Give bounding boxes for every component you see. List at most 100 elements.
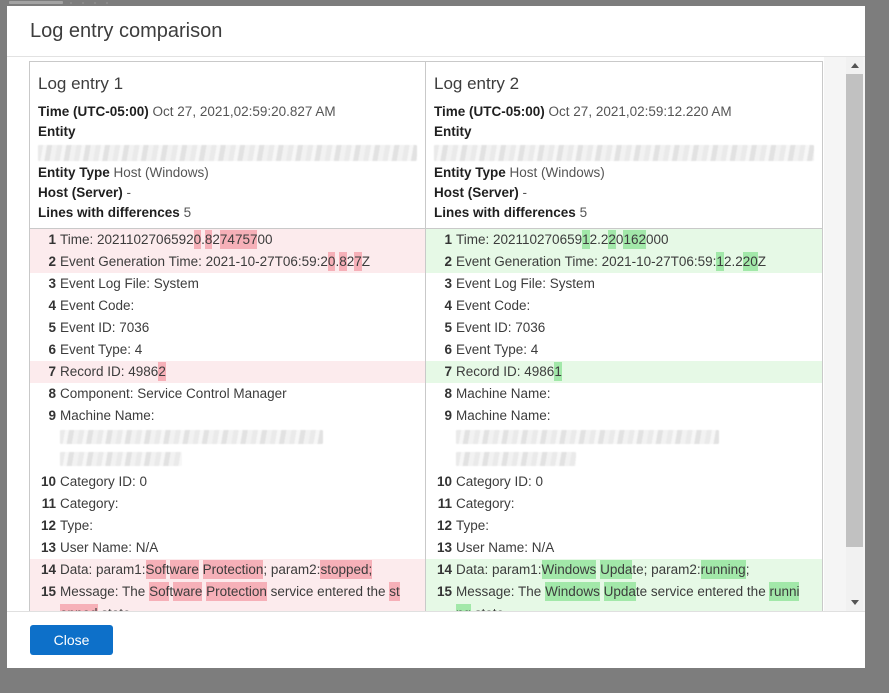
line-text: Type: bbox=[60, 518, 94, 533]
line-text: Machine Name: bbox=[456, 405, 822, 471]
line-number: 2 bbox=[444, 254, 452, 269]
log-line-12: 12 Type: bbox=[426, 515, 822, 537]
log-line-11: 11 Category: bbox=[30, 493, 425, 515]
line-text: Event Generation Time: 2021-10-27T06:59:… bbox=[60, 252, 370, 271]
log-line-6: 6 Event Type: 4 bbox=[426, 339, 822, 361]
redacted-text bbox=[456, 452, 576, 466]
log-line-7: 7 Record ID: 49862 bbox=[30, 361, 425, 383]
log-entry-2-lines: 1 Time: 20211027065912.220162000 2 Event Ge… bbox=[426, 229, 822, 611]
redacted-entity-name bbox=[38, 145, 417, 161]
line-text: Event Type: 4 bbox=[60, 342, 143, 357]
close-button[interactable]: Close bbox=[30, 625, 113, 655]
line-number: 7 bbox=[48, 364, 56, 379]
line-number: 9 bbox=[444, 408, 452, 423]
scroll-up-button[interactable] bbox=[846, 57, 863, 74]
time-line: Time (UTC-05:00) Oct 27, 2021,02:59:12.2… bbox=[434, 104, 732, 119]
redacted-text bbox=[456, 430, 719, 444]
line-number: 1 bbox=[444, 232, 452, 247]
panel-title: Log entry 2 bbox=[434, 74, 520, 93]
panel-title: Log entry 1 bbox=[38, 74, 124, 93]
line-number: 12 bbox=[436, 518, 452, 533]
line-number: 4 bbox=[48, 298, 56, 313]
log-line-9: 9 Machine Name: bbox=[30, 405, 425, 471]
log-line-1: 1 Time: 20211027065920.827475700 bbox=[30, 229, 425, 251]
vertical-scrollbar[interactable] bbox=[846, 57, 863, 611]
line-text: Time: 20211027065912.220162000 bbox=[456, 230, 669, 249]
window-edge-artifact bbox=[9, 1, 63, 4]
line-number: 8 bbox=[444, 386, 452, 401]
line-text: Record ID: 49861 bbox=[456, 362, 562, 381]
line-text: Category ID: 0 bbox=[456, 474, 544, 489]
log-line-7: 7 Record ID: 49861 bbox=[426, 361, 822, 383]
scroll-down-button[interactable] bbox=[846, 594, 863, 611]
line-text: Category: bbox=[456, 496, 515, 511]
line-text: Category ID: 0 bbox=[60, 474, 148, 489]
log-line-10: 10 Category ID: 0 bbox=[426, 471, 822, 493]
comparison-scroll-region: Log entry 1 Time (UTC-05:00) Oct 27, 202… bbox=[7, 57, 865, 612]
line-text: Machine Name: bbox=[60, 405, 425, 471]
entity-type-line: Entity Type Host (Windows) bbox=[434, 165, 605, 180]
redacted-text bbox=[60, 452, 182, 466]
log-line-6: 6 Event Type: 4 bbox=[30, 339, 425, 361]
scroll-down-icon bbox=[850, 600, 859, 605]
line-text: Machine Name: bbox=[456, 386, 551, 401]
line-number: 11 bbox=[41, 496, 56, 511]
diff-count-line: Lines with differences 5 bbox=[38, 205, 192, 220]
dialog-footer: Close bbox=[7, 612, 865, 668]
line-text: Event ID: 7036 bbox=[60, 320, 150, 335]
log-entry-1-panel: Log entry 1 Time (UTC-05:00) Oct 27, 202… bbox=[30, 62, 426, 611]
line-number: 4 bbox=[444, 298, 452, 313]
line-number: 6 bbox=[444, 342, 452, 357]
line-number: 14 bbox=[40, 562, 56, 577]
line-text: Component: Service Control Manager bbox=[60, 386, 287, 401]
host-line: Host (Server) - bbox=[434, 185, 528, 200]
line-text: Event Generation Time: 2021-10-27T06:59:… bbox=[456, 252, 766, 271]
log-entry-1-lines: 1 Time: 20211027065920.827475700 2 Event Ge… bbox=[30, 229, 425, 611]
log-entry-2-header: Log entry 2 Time (UTC-05:00) Oct 27, 202… bbox=[426, 62, 822, 229]
log-line-2: 2 Event Generation Time: 2021-10-27T06:59… bbox=[30, 251, 425, 273]
redacted-text bbox=[60, 430, 323, 444]
line-number: 10 bbox=[436, 474, 452, 489]
scrollbar-thumb[interactable] bbox=[846, 74, 863, 547]
log-line-5: 5 Event ID: 7036 bbox=[426, 317, 822, 339]
line-number: 9 bbox=[48, 408, 56, 423]
line-number: 13 bbox=[40, 540, 56, 555]
log-line-4: 4 Event Code: bbox=[426, 295, 822, 317]
line-text: Message: The Software Protection service… bbox=[60, 581, 425, 611]
log-line-2: 2 Event Generation Time: 2021-10-27T06:59… bbox=[426, 251, 822, 273]
line-text: Event Code: bbox=[456, 298, 531, 313]
line-number: 5 bbox=[444, 320, 452, 335]
line-text: Data: param1:Software Protection; param2… bbox=[60, 560, 373, 579]
line-number: 10 bbox=[40, 474, 56, 489]
log-line-4: 4 Event Code: bbox=[30, 295, 425, 317]
log-line-11: 11 Category: bbox=[426, 493, 822, 515]
line-number: 7 bbox=[444, 364, 452, 379]
line-text: Event Log File: System bbox=[60, 276, 199, 291]
window-edge-ticks bbox=[70, 2, 110, 4]
line-number: 2 bbox=[48, 254, 56, 269]
line-number: 6 bbox=[48, 342, 56, 357]
log-entry-2-panel: Log entry 2 Time (UTC-05:00) Oct 27, 202… bbox=[426, 62, 822, 611]
log-line-14: 14 Data: param1:Software Protection; para… bbox=[30, 559, 425, 581]
log-line-14: 14 Data: param1:Windows Update; param2:ru… bbox=[426, 559, 822, 581]
log-line-8: 8 Component: Service Control Manager bbox=[30, 383, 425, 405]
line-number: 3 bbox=[444, 276, 452, 291]
line-number: 13 bbox=[436, 540, 452, 555]
line-text: User Name: N/A bbox=[456, 540, 555, 555]
log-line-15: 15 Message: The Windows Update service en… bbox=[426, 581, 822, 611]
log-comparison-dialog: Log entry comparison Log entry 1 Time (U… bbox=[7, 6, 865, 668]
log-line-13: 13 User Name: N/A bbox=[426, 537, 822, 559]
scroll-up-icon bbox=[850, 63, 859, 68]
line-number: 3 bbox=[48, 276, 56, 291]
line-text: Event Code: bbox=[60, 298, 135, 313]
dialog-header: Log entry comparison bbox=[7, 6, 865, 57]
line-text: Event ID: 7036 bbox=[456, 320, 546, 335]
log-line-1: 1 Time: 20211027065912.220162000 bbox=[426, 229, 822, 251]
line-number: 8 bbox=[48, 386, 56, 401]
entity-type-line: Entity Type Host (Windows) bbox=[38, 165, 209, 180]
log-line-10: 10 Category ID: 0 bbox=[30, 471, 425, 493]
line-number: 15 bbox=[40, 584, 56, 599]
host-line: Host (Server) - bbox=[38, 185, 132, 200]
log-line-15: 15 Message: The Software Protection servi… bbox=[30, 581, 425, 611]
line-text: Data: param1:Windows Update; param2:runn… bbox=[456, 560, 750, 579]
